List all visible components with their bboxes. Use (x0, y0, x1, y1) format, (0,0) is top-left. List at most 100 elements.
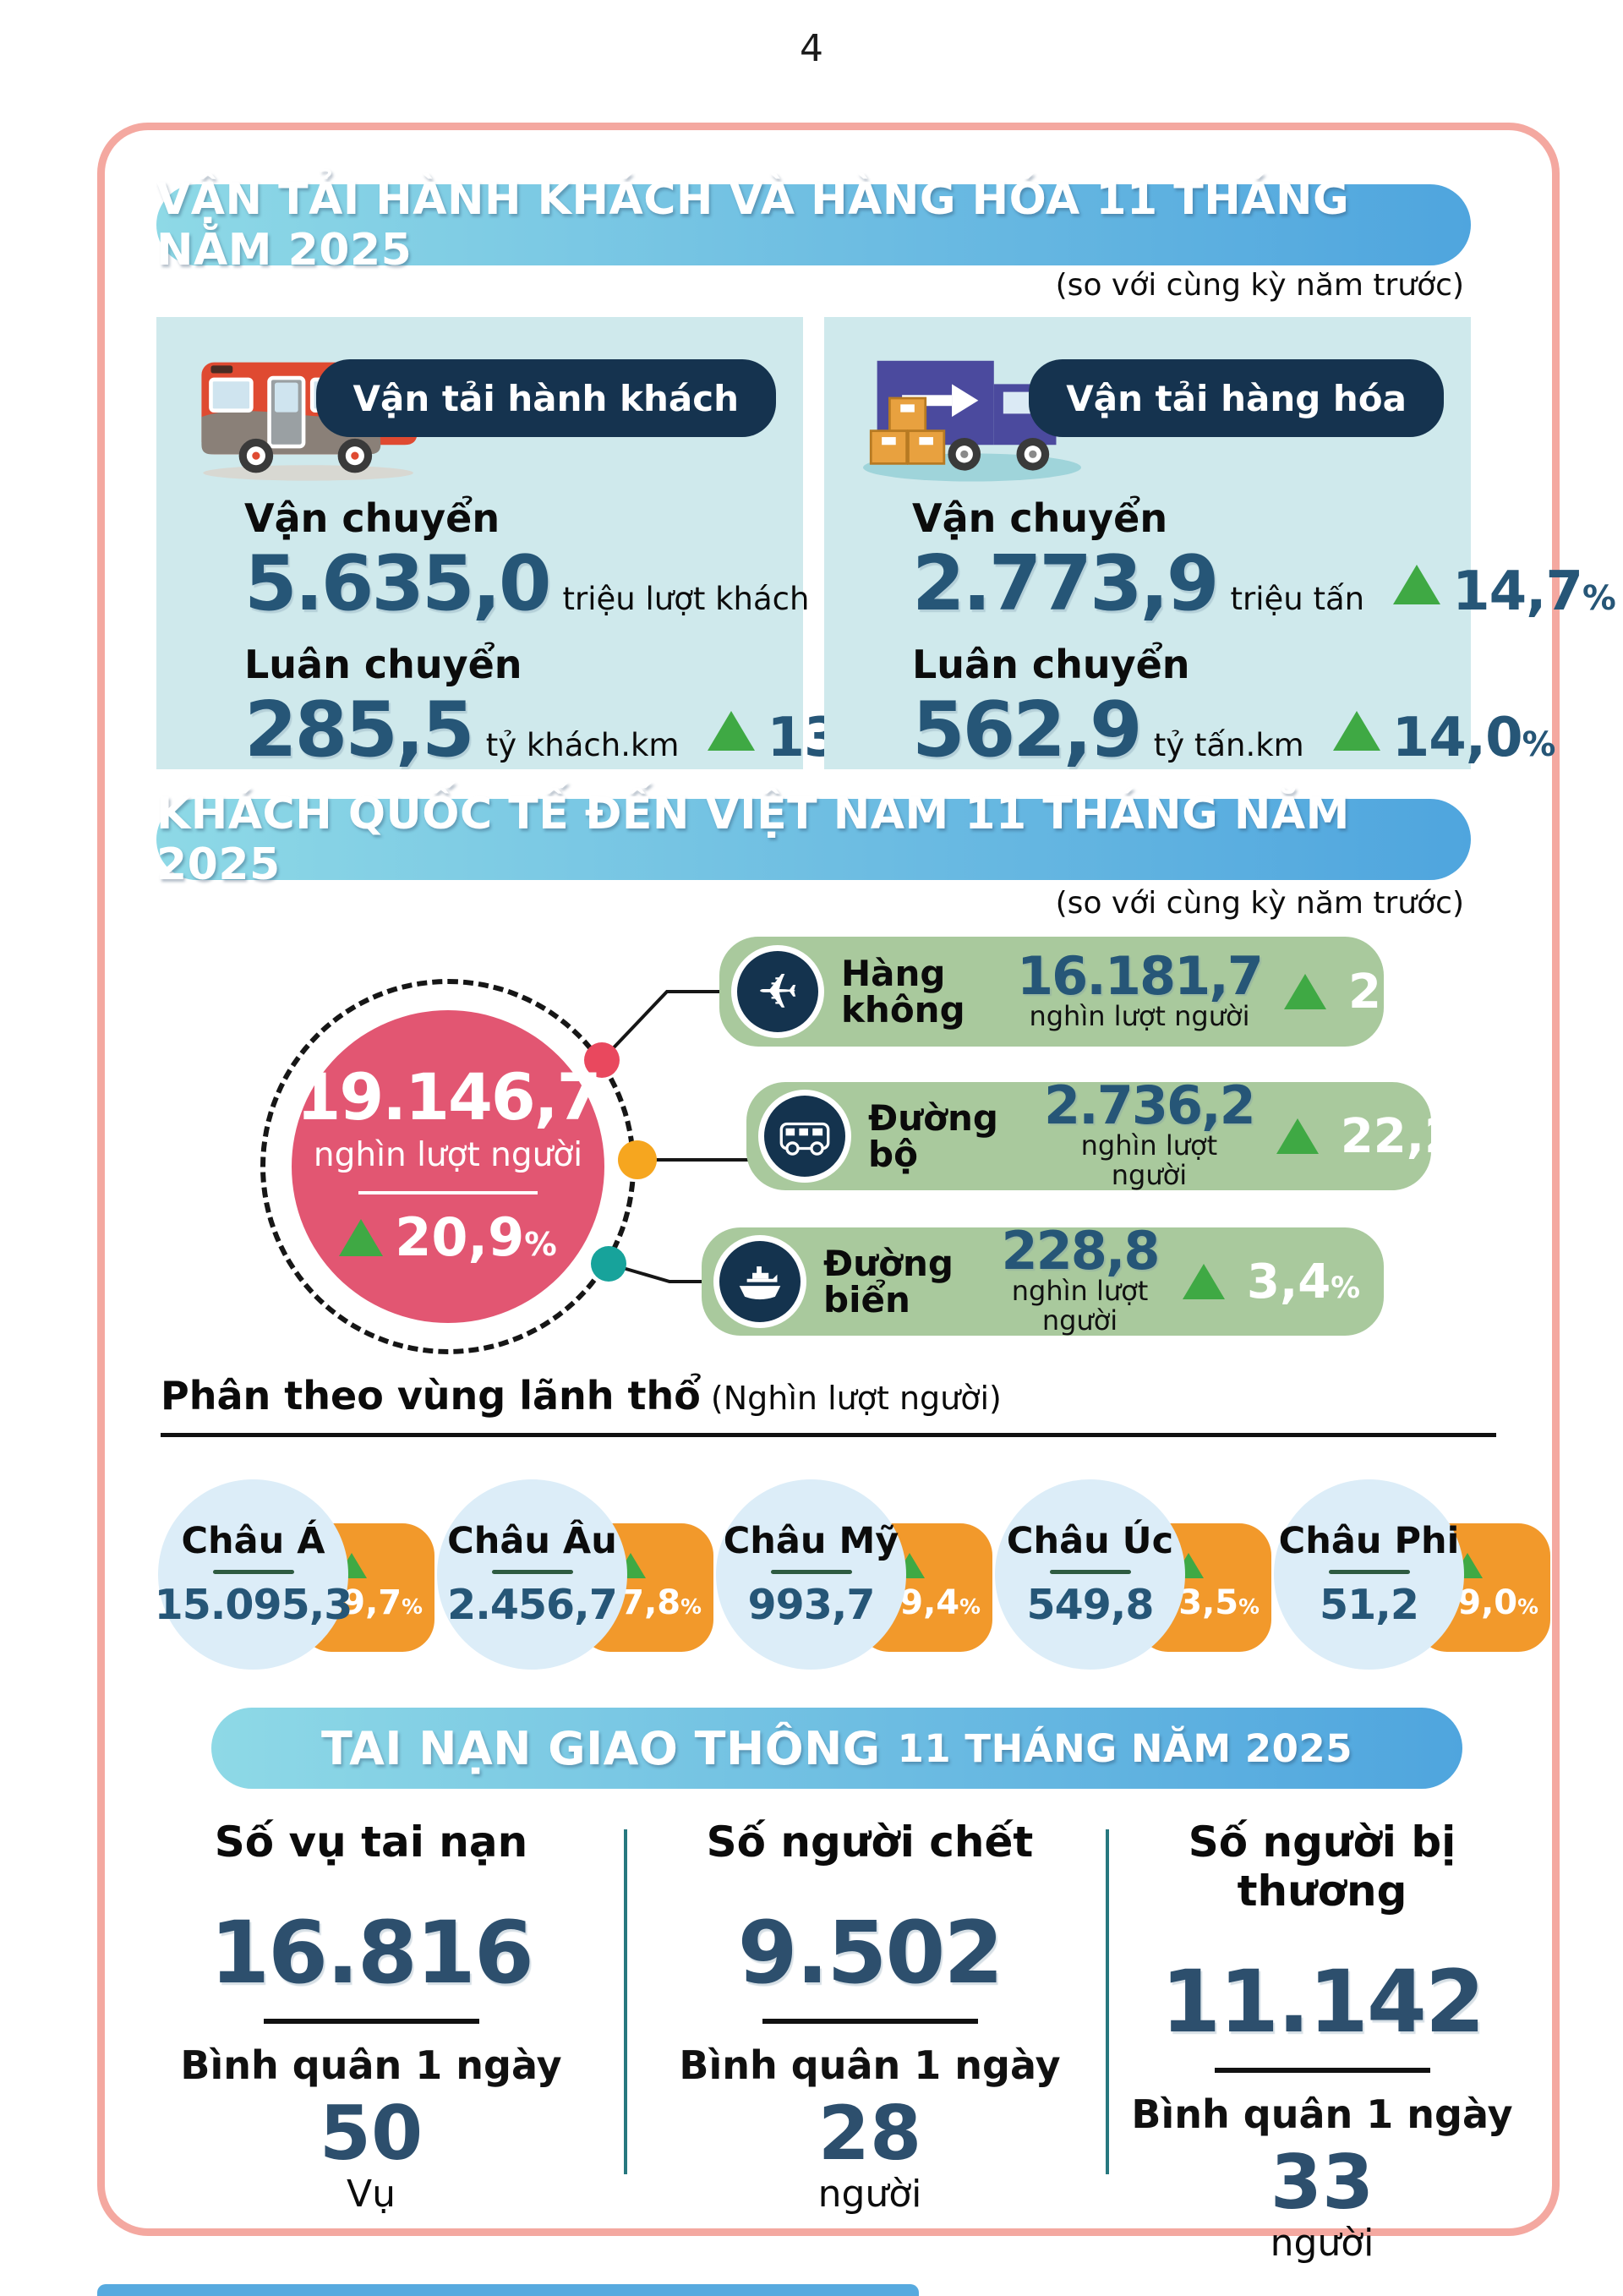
percent-sign: % (1522, 725, 1556, 764)
injuries-avg-label: Bình quân 1 ngày (1131, 2091, 1513, 2137)
regions-heading-unit: (Nghìn lượt người) (710, 1380, 1002, 1417)
accidents-banner-title: TAI NẠN GIAO THÔNG (320, 1721, 881, 1775)
regions-rule (161, 1433, 1496, 1437)
passenger-label: Vận tải hành khách (352, 377, 739, 419)
cases-title: Số vụ tai nạn (214, 1818, 528, 1867)
passenger-traffic-unit: tỷ khách.km (485, 727, 680, 763)
freight-carried-value: 2.773,9 (912, 539, 1219, 628)
visitors-total-pct: 20,9 (395, 1206, 525, 1268)
freight-label-pill: Vận tải hàng hóa (1029, 359, 1444, 437)
mode-road-unit: nghìn lượt người (1080, 1129, 1218, 1192)
deaths-avg-unit: người (817, 2173, 922, 2216)
percent-sign: % (1465, 981, 1495, 1015)
deaths-avg-value: 28 (817, 2090, 922, 2177)
mode-pill-road: Đường bộ 2.736,2 nghìn lượt người 22,2% (746, 1074, 1487, 1192)
region-circle-europe: Châu Âu 2.456,7 (437, 1479, 627, 1670)
visitors-total-unit: nghìn lượt người (313, 1136, 583, 1174)
next-section-banner-edge (97, 2284, 919, 2296)
mode-air-value: 16.181,7 (1017, 944, 1264, 1007)
visitors-total-value: 19.146,7 (296, 1059, 601, 1134)
accidents-banner-suffix: 11 THÁNG NĂM 2025 (897, 1725, 1353, 1771)
passenger-traffic-value: 285,5 (244, 686, 475, 774)
freight-traffic-unit: tỷ tấn.km (1153, 727, 1304, 763)
mode-sea-pct: 3,4 (1247, 1254, 1331, 1309)
divider (762, 2019, 978, 2024)
percent-sign: % (680, 1594, 702, 1619)
region-america-value: 993,7 (747, 1581, 876, 1629)
visitors-banner-title: KHÁCH QUỐC TẾ ĐẾN VIỆT NAM 11 THÁNG NĂM … (156, 789, 1350, 890)
plane-icon: ✈ (731, 945, 824, 1038)
up-triangle-icon (1183, 1264, 1225, 1299)
passenger-carried-title: Vận chuyển (244, 495, 500, 541)
accidents-banner: TAI NẠN GIAO THÔNG 11 THÁNG NĂM 2025 (211, 1708, 1462, 1789)
divider (770, 1570, 852, 1574)
up-triangle-icon (1393, 565, 1441, 604)
regions-heading: Phân theo vùng lãnh thổ (Nghìn lượt người… (161, 1373, 1002, 1419)
freight-traffic-row: 562,9 tỷ tấn.km 14,0% (912, 692, 1555, 770)
visitors-total-circle: 19.146,7 nghìn lượt người 20,9% (292, 1010, 604, 1323)
deaths-total: 9.502 (737, 1903, 1004, 2004)
mode-air-pct: 21,0 (1347, 964, 1466, 1020)
region-circle-asia: Châu Á 15.095,3 (155, 1479, 352, 1670)
transport-banner-title: VẬN TẢI HÀNH KHÁCH VÀ HÀNG HÓA 11 THÁNG … (156, 174, 1350, 276)
region-europe-name: Châu Âu (447, 1520, 617, 1562)
visitors-note: (so với cùng kỳ năm trước) (1055, 886, 1464, 921)
percent-sign: % (1456, 1125, 1487, 1160)
infographic-card: VẬN TẢI HÀNH KHÁCH VÀ HÀNG HÓA 11 THÁNG … (97, 123, 1616, 2265)
mode-sea-value: 228,8 (1001, 1220, 1160, 1282)
region-oceania-value: 549,8 (1026, 1581, 1155, 1629)
region-circle-america: Châu Mỹ 993,7 (716, 1479, 906, 1670)
mode-road-label: Đường bộ (868, 1096, 998, 1175)
divider (263, 2019, 479, 2024)
dot-road (618, 1140, 657, 1179)
freight-traffic-title: Luân chuyển (912, 642, 1190, 687)
percent-sign: % (1582, 579, 1616, 618)
region-circle-oceania: Châu Úc 549,8 (995, 1479, 1185, 1670)
mode-air-label: Hàng không (841, 952, 965, 1030)
cases-avg-unit: Vụ (347, 2173, 396, 2216)
connector-lines (584, 990, 751, 1283)
injuries-avg-value: 33 (1270, 2139, 1374, 2226)
mode-pill-sea: Đường biển 228,8 nghìn lượt người 3,4% (702, 1220, 1384, 1336)
freight-transport-panel: Vận tải hàng hóa Vận chuyển 2.773,9 triệ… (824, 317, 1616, 770)
region-europe-value: 2.456,7 (447, 1581, 618, 1629)
passenger-carried-value: 5.635,0 (244, 539, 551, 628)
freight-traffic-pct: 14,0 (1391, 707, 1523, 769)
mode-road-value: 2.736,2 (1044, 1074, 1256, 1137)
region-asia-name: Châu Á (181, 1520, 325, 1562)
percent-sign: % (1238, 1594, 1260, 1619)
percent-sign: % (1517, 1594, 1538, 1619)
up-triangle-icon (1276, 1118, 1319, 1154)
passenger-carried-unit: triệu lượt khách (562, 581, 810, 617)
regions-heading-title: Phân theo vùng lãnh thổ (161, 1373, 701, 1419)
percent-sign: % (402, 1594, 423, 1619)
divider (358, 1191, 538, 1194)
ship-icon (713, 1235, 806, 1328)
passenger-label-pill: Vận tải hành khách (315, 359, 776, 437)
passenger-transport-panel: Vận tải hành khách Vận chuyển 5.635,0 tr… (156, 317, 1061, 774)
van-icon (758, 1090, 851, 1183)
region-oceania-name: Châu Úc (1006, 1520, 1174, 1562)
accidents-column-injuries: Số người bị thương 11.142 Bình quân 1 ng… (1119, 1818, 1525, 2265)
percent-sign: % (524, 1226, 557, 1264)
transport-banner: VẬN TẢI HÀNH KHÁCH VÀ HÀNG HÓA 11 THÁNG … (156, 174, 1471, 276)
cases-avg-label: Bình quân 1 ngày (180, 2042, 562, 2088)
injuries-avg-unit: người (1270, 2222, 1374, 2265)
deaths-title: Số người chết (706, 1818, 1034, 1867)
injuries-title: Số người bị thương (1188, 1818, 1456, 1916)
freight-carried-row: 2.773,9 triệu tấn 14,7% (912, 539, 1616, 628)
divider (1049, 1570, 1131, 1574)
deaths-avg-label: Bình quân 1 ngày (679, 2042, 1061, 2088)
visitors-banner: KHÁCH QUỐC TẾ ĐẾN VIỆT NAM 11 THÁNG NĂM … (156, 789, 1471, 890)
freight-carried-title: Vận chuyển (912, 495, 1168, 541)
mode-road-pct: 22,2 (1340, 1108, 1457, 1164)
mode-pill-air: ✈ Hàng không 16.181,7 nghìn lượt người 2… (719, 937, 1495, 1047)
mode-air-unit: nghìn lượt người (1029, 999, 1250, 1032)
region-circle-africa: Châu Phi 51,2 (1274, 1479, 1464, 1670)
up-triangle-icon (708, 711, 756, 751)
divider (1328, 1570, 1410, 1574)
dot-air (584, 1042, 620, 1078)
cases-total: 16.816 (210, 1903, 534, 2004)
freight-carried-unit: triệu tấn (1230, 581, 1365, 617)
percent-sign: % (1331, 1271, 1360, 1305)
